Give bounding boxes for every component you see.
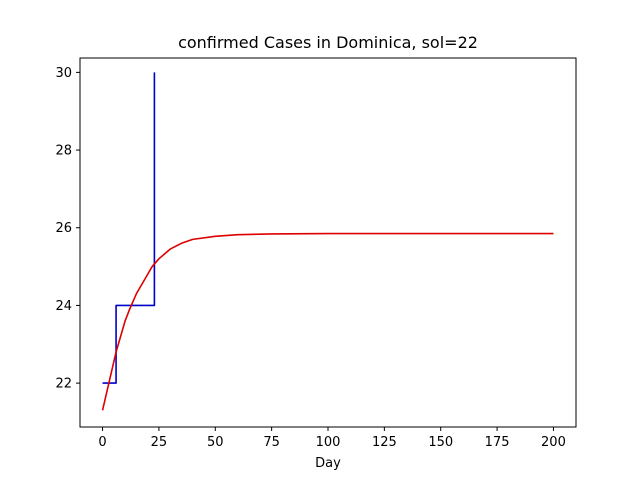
x-axis-label: Day — [315, 456, 341, 471]
y-tick-label: 22 — [55, 377, 72, 392]
x-tick-label: 175 — [485, 435, 510, 450]
chart-title: confirmed Cases in Dominica, sol=22 — [178, 33, 478, 52]
x-tick-label: 50 — [207, 435, 224, 450]
y-tick-label: 30 — [55, 66, 72, 81]
series-line — [102, 72, 156, 384]
series-layer — [101, 72, 554, 411]
y-axis: 22 24 26 28 30 — [55, 66, 80, 392]
y-tick-label: 24 — [55, 299, 72, 314]
x-tick-label: 75 — [263, 435, 280, 450]
x-axis: 0 25 50 75 100 125 150 175 200 — [98, 427, 566, 450]
y-tick-label: 26 — [55, 221, 72, 236]
series-0 — [102, 72, 156, 384]
x-tick-label: 0 — [98, 435, 106, 450]
series-1 — [101, 232, 554, 411]
x-tick-label: 200 — [541, 435, 566, 450]
y-tick-label: 28 — [55, 144, 72, 159]
series-line — [101, 232, 554, 411]
x-tick-label: 150 — [428, 435, 453, 450]
x-tick-label: 100 — [316, 435, 341, 450]
x-tick-label: 125 — [372, 435, 397, 450]
x-tick-label: 25 — [151, 435, 168, 450]
